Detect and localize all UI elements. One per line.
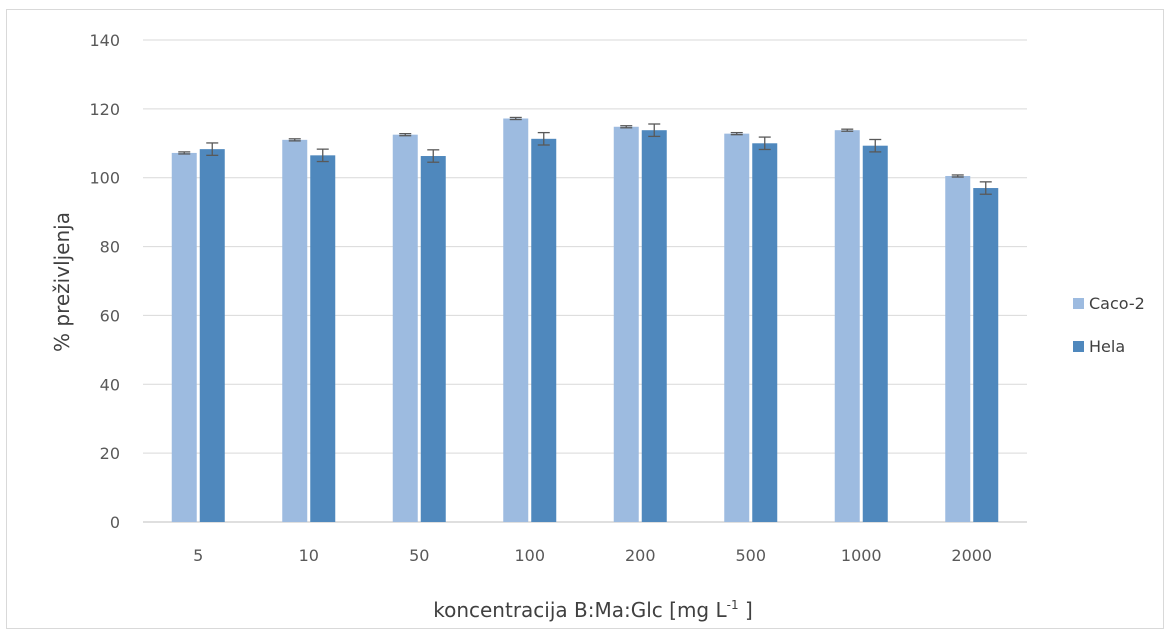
x-tick-label: 10 xyxy=(299,546,319,565)
error-bar xyxy=(951,174,964,178)
error-bar xyxy=(648,123,661,138)
x-tick-label: 100 xyxy=(514,546,545,565)
error-bar xyxy=(178,151,191,155)
legend-label-hela: Hela xyxy=(1089,337,1125,356)
bar-hela xyxy=(752,143,778,523)
error-bar xyxy=(288,138,301,142)
error-bars xyxy=(178,116,992,195)
x-axis-title-superscript: -1 xyxy=(727,598,739,612)
error-bar xyxy=(620,125,633,129)
x-tick-labels: 5 10 50 100 200 500 1000 2000 xyxy=(193,546,992,565)
bar-hela xyxy=(420,156,446,522)
y-tick-label: 0 xyxy=(110,513,120,532)
y-tick-label: 40 xyxy=(100,375,120,394)
y-tick-label: 140 xyxy=(89,31,120,50)
bar-caco-2 xyxy=(282,139,308,523)
x-tick-label: 200 xyxy=(625,546,656,565)
error-bar xyxy=(427,149,440,163)
y-tick-labels: 0 20 40 60 80 100 120 140 xyxy=(89,31,120,532)
legend-swatch-caco2 xyxy=(1073,298,1084,309)
bar-hela xyxy=(973,188,999,523)
gridlines xyxy=(143,39,1027,523)
x-tick-label: 1000 xyxy=(841,546,882,565)
bar-caco-2 xyxy=(392,134,418,522)
bar-hela xyxy=(199,149,225,523)
x-axis-title: koncentracija B:Ma:Glc [mg L-1 ] xyxy=(433,598,753,622)
x-tick-label: 500 xyxy=(735,546,766,565)
error-bar xyxy=(537,131,550,146)
chart-frame xyxy=(6,9,1164,629)
y-tick-label: 100 xyxy=(89,169,120,188)
bar-caco-2 xyxy=(834,130,860,522)
bar-hela xyxy=(310,155,336,523)
bar-hela xyxy=(531,138,557,522)
x-axis-title-end: ] xyxy=(739,598,753,622)
error-bar xyxy=(509,116,522,121)
error-bar xyxy=(316,148,329,163)
error-bar xyxy=(841,128,854,132)
legend-label-caco2: Caco-2 xyxy=(1089,294,1145,313)
bar-hela xyxy=(641,130,667,522)
bar-caco-2 xyxy=(613,126,639,522)
error-bar xyxy=(399,132,412,137)
error-bar xyxy=(979,181,992,195)
error-bar xyxy=(758,136,771,151)
error-bar xyxy=(869,138,882,153)
error-bar xyxy=(730,131,743,136)
error-bar xyxy=(206,142,219,156)
y-tick-label: 60 xyxy=(100,306,120,325)
y-tick-label: 80 xyxy=(100,238,120,257)
bar-hela xyxy=(862,145,888,522)
legend-swatch-hela xyxy=(1073,341,1084,352)
bars xyxy=(171,118,999,523)
bar-caco-2 xyxy=(945,175,971,522)
x-tick-label: 50 xyxy=(409,546,429,565)
y-tick-label: 20 xyxy=(100,444,120,463)
bar-caco-2 xyxy=(724,133,750,522)
bar-caco-2 xyxy=(503,118,529,523)
x-axis-title-main: koncentracija B:Ma:Glc [mg L xyxy=(433,598,727,622)
legend: Caco-2 Hela xyxy=(1073,294,1145,356)
bar-caco-2 xyxy=(171,152,197,522)
y-axis-title: % preživljenja xyxy=(50,212,74,352)
x-tick-label: 2000 xyxy=(951,546,992,565)
x-tick-label: 5 xyxy=(193,546,203,565)
y-tick-label: 120 xyxy=(89,100,120,119)
